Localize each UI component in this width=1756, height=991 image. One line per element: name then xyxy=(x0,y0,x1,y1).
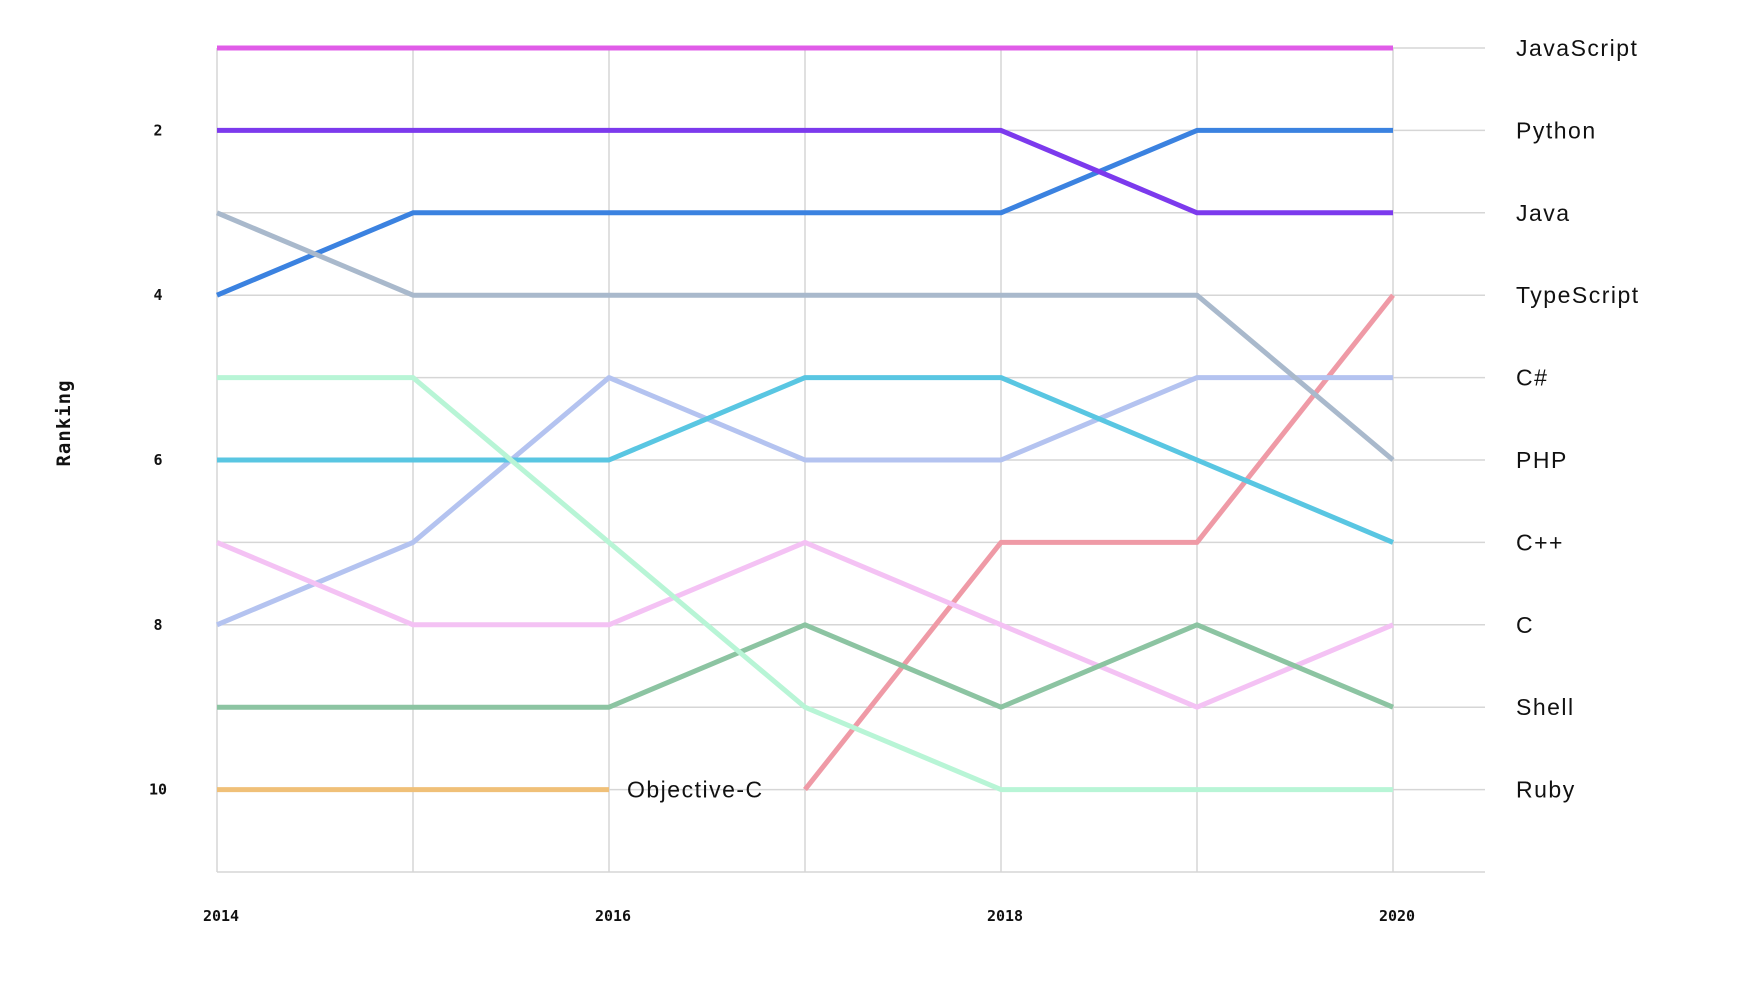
series-label-c: C xyxy=(1516,612,1534,638)
y-tick-label-2: 2 xyxy=(153,121,162,139)
series-label-ruby: Ruby xyxy=(1516,777,1576,803)
series-line-ruby xyxy=(217,375,1393,793)
series-line-java xyxy=(217,127,1393,216)
series-label-javascript: JavaScript xyxy=(1516,35,1638,61)
axis-ticks: 2 4 6 8 10 2014 2016 2018 2020 xyxy=(149,121,1415,925)
series-label-python: Python xyxy=(1516,117,1597,143)
series-label-shell: Shell xyxy=(1516,694,1575,720)
series-label-objective-c: Objective-C xyxy=(627,777,764,803)
x-tick-label-2014: 2014 xyxy=(203,907,239,925)
series-lines xyxy=(216,45,1395,793)
y-tick-label-8: 8 xyxy=(153,616,162,634)
series-line-shell xyxy=(217,622,1394,710)
series-label-c: C++ xyxy=(1516,529,1564,555)
series-line-python xyxy=(216,127,1393,298)
series-label-java: Java xyxy=(1516,200,1571,226)
series-label-typescript: TypeScript xyxy=(1516,282,1640,308)
series-label-php: PHP xyxy=(1516,447,1568,473)
y-axis-label: Ranking xyxy=(53,379,75,466)
series-line-c xyxy=(217,375,1394,545)
x-tick-label-2020: 2020 xyxy=(1379,907,1415,925)
x-tick-label-2018: 2018 xyxy=(987,907,1023,925)
x-tick-label-2016: 2016 xyxy=(595,907,631,925)
y-tick-label-6: 6 xyxy=(153,451,162,469)
series-line-c xyxy=(216,539,1394,710)
y-tick-label-10: 10 xyxy=(149,781,167,799)
y-tick-label-4: 4 xyxy=(153,286,162,304)
series-labels: JavaScript Python Java TypeScript C# PHP C++ C S… xyxy=(627,35,1640,803)
series-line-php xyxy=(216,210,1395,462)
series-line-c xyxy=(216,375,1393,628)
series-label-c: C# xyxy=(1516,365,1548,391)
